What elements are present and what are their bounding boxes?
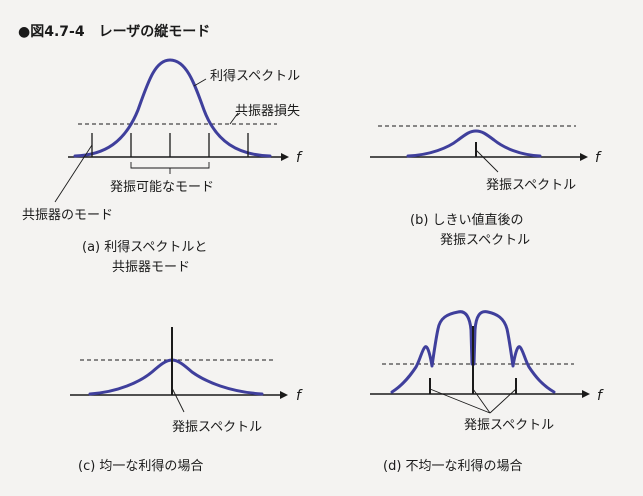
panel-a-gain-leader — [193, 78, 207, 87]
panel-d-axis-label-f: f — [597, 388, 604, 404]
panel-c-axis-label-f: f — [296, 388, 303, 404]
panel-a-axis-label-f: f — [296, 150, 303, 166]
panel-a-loss-leader — [229, 112, 239, 125]
panel-d-caption: (d) 不均一な利得の場合 — [383, 458, 523, 474]
panel-a-caption-line1: (a) 利得スペクトルと — [82, 239, 207, 255]
panel-c-axis-arrowhead — [280, 391, 288, 399]
figure-title: ●図4.7-4 レーザの縦モード — [18, 23, 210, 40]
panel-a: f 利得スペクトル 共振器損失 発振可能なモード 共振器のモード (a) 利得ス… — [22, 58, 303, 275]
panel-b-axis-label-f: f — [595, 150, 602, 166]
panel-c-caption: (c) 均一な利得の場合 — [78, 458, 203, 474]
panel-a-cavity-mode-leader — [54, 144, 93, 203]
panel-d-spectrum-leaders — [429, 388, 517, 414]
panel-b-spectrum-label: 発振スペクトル — [486, 178, 576, 193]
panel-c-spectrum-label: 発振スペクトル — [172, 420, 262, 435]
panel-c-gain-curve — [88, 358, 264, 396]
panel-a-gain-curve — [73, 58, 272, 158]
panel-a-oscillatable-bracket — [130, 162, 210, 174]
panel-d-axis-arrowhead — [582, 390, 590, 398]
panel-b-caption-line1: (b) しきい値直後の — [410, 212, 524, 228]
panel-c-spectrum-leader — [171, 387, 185, 413]
panel-b-axis-arrowhead — [580, 153, 588, 161]
panel-b-gain-curve — [406, 129, 542, 158]
panel-d-spectrum-label: 発振スペクトル — [464, 418, 554, 433]
panel-b: f 発振スペクトル (b) しきい値直後の 発振スペクトル — [370, 125, 602, 248]
panel-a-axis-arrowhead — [281, 153, 289, 161]
panel-b-caption-line2: 発振スペクトル — [440, 233, 530, 248]
panel-b-spectrum-leader — [475, 149, 499, 173]
panel-c: f 発振スペクトル (c) 均一な利得の場合 — [70, 327, 303, 474]
panel-d: f 発振スペクトル (d) 不均一な利得の場合 — [370, 310, 604, 474]
panel-a-cavity-mode-label: 共振器のモード — [22, 208, 113, 223]
panel-a-gain-label: 利得スペクトル — [210, 68, 300, 84]
panel-a-oscillatable-label: 発振可能なモード — [110, 180, 214, 195]
panel-a-caption-line2: 共振器モード — [112, 260, 190, 275]
panel-a-loss-label: 共振器損失 — [235, 104, 300, 119]
